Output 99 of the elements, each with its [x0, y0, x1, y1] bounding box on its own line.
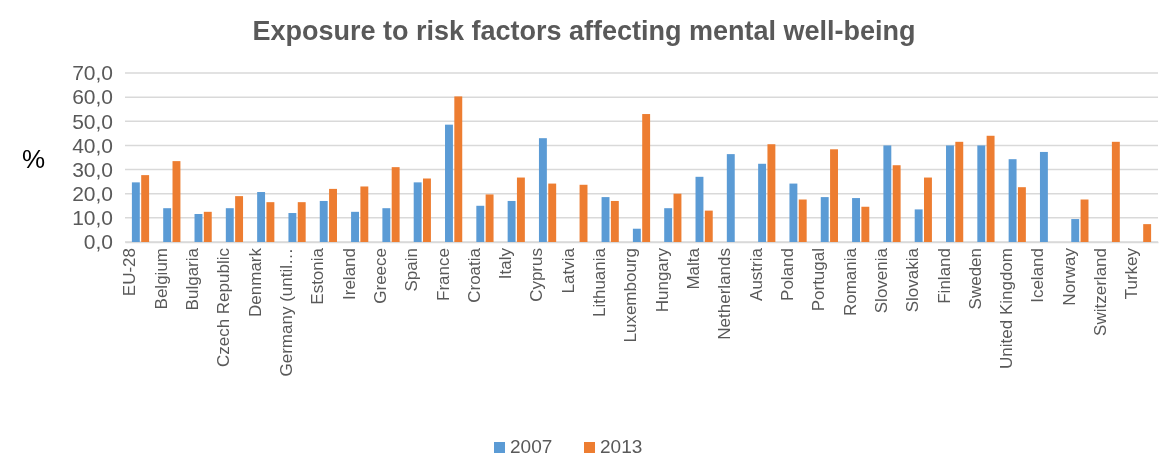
bar [476, 205, 485, 242]
bar [820, 197, 829, 242]
y-tick-label: 0,0 [83, 230, 113, 254]
bar [767, 144, 776, 242]
x-tick-label: Iceland [1028, 248, 1048, 303]
x-tick-label: Cyprus [527, 248, 547, 302]
x-tick-label: Spain [402, 248, 422, 292]
bar [516, 177, 525, 242]
bar [1111, 141, 1120, 242]
bar [986, 135, 995, 242]
x-tick-label: Norway [1059, 247, 1079, 306]
bar [382, 208, 391, 242]
bar [1143, 224, 1152, 242]
bar [141, 175, 150, 242]
bar [789, 183, 798, 242]
x-tick-label: Germany (until… [276, 248, 296, 377]
y-tick-label: 60,0 [72, 85, 113, 109]
x-tick-label: France [433, 248, 453, 301]
x-tick-label: Slovakia [903, 247, 923, 313]
x-tick-label: Italy [496, 247, 516, 280]
x-tick-label: Estonia [308, 247, 328, 305]
y-tick-label: 70,0 [72, 61, 113, 85]
x-tick-label: Switzerland [1091, 248, 1111, 336]
y-axis-title: % [22, 144, 46, 174]
y-tick-label: 20,0 [72, 181, 113, 205]
y-tick-label: 50,0 [72, 109, 113, 133]
bar [445, 124, 453, 242]
x-tick-label: Sweden [965, 248, 985, 310]
x-tick-label: Finland [934, 248, 954, 304]
bar [548, 183, 557, 242]
x-tick-label: Austria [746, 247, 766, 301]
x-tick-label: Denmark [245, 247, 265, 317]
x-tick-label: Lithuania [590, 247, 610, 318]
x-tick-label: Romania [840, 247, 860, 317]
x-tick-label: Malta [684, 247, 704, 290]
bar [892, 165, 901, 242]
bar [664, 208, 673, 242]
bar [297, 202, 306, 242]
bar [235, 196, 244, 242]
bar [225, 208, 234, 242]
bar [955, 141, 964, 242]
bar [1017, 187, 1026, 242]
legend-label: 2013 [600, 436, 643, 457]
bar [704, 210, 713, 242]
x-tick-label: Latvia [558, 247, 578, 294]
bar [351, 211, 359, 242]
bar [758, 163, 767, 242]
bar [485, 194, 494, 242]
bar [946, 145, 954, 242]
bar [423, 178, 431, 242]
x-tick-label: Croatia [464, 247, 484, 303]
x-tick-label: EU-28 [120, 248, 140, 297]
bar [360, 186, 369, 242]
bar [329, 188, 337, 242]
bar [1071, 219, 1080, 242]
bar [914, 209, 923, 242]
x-tick-label: Slovenia [871, 247, 891, 314]
bar [319, 200, 328, 242]
x-tick-label: Netherlands [715, 248, 735, 340]
x-tick-label: Hungary [652, 247, 672, 313]
x-tick-label: Poland [777, 248, 797, 301]
bar [924, 177, 932, 242]
bar [203, 211, 212, 242]
x-tick-label: Ireland [339, 248, 359, 300]
bar [632, 228, 641, 242]
bar [1008, 159, 1017, 242]
x-tick-label: Turkey [1122, 247, 1142, 300]
bar [642, 114, 651, 242]
bar [507, 200, 516, 242]
y-tick-label: 40,0 [72, 133, 113, 157]
bar [391, 167, 400, 242]
bar [257, 192, 266, 242]
bar [413, 182, 422, 242]
bar [977, 145, 986, 242]
bar [266, 202, 275, 242]
bar [610, 200, 619, 242]
y-tick-label: 10,0 [72, 206, 113, 230]
bar [288, 213, 297, 242]
bar [798, 199, 807, 242]
bar [830, 149, 838, 242]
bar [861, 206, 870, 242]
bar [883, 145, 892, 242]
x-tick-label: United Kingdom [997, 248, 1017, 369]
bar [852, 198, 860, 242]
x-tick-label: Greece [370, 248, 390, 304]
y-tick-label: 30,0 [72, 157, 113, 181]
bar [454, 96, 463, 242]
x-tick-label: Bulgaria [183, 247, 203, 311]
x-tick-label: Belgium [151, 248, 171, 310]
x-tick-label: Luxembourg [621, 248, 641, 343]
bar [1039, 151, 1048, 242]
bar [726, 154, 735, 242]
x-tick-label: Czech Republic [214, 247, 234, 368]
bar [538, 138, 547, 242]
chart-title: Exposure to risk factors affecting mental well-being [252, 16, 916, 46]
bar [131, 182, 140, 242]
legend-label: 2007 [510, 436, 553, 457]
bar [163, 208, 172, 242]
x-tick-label: Portugal [809, 248, 829, 312]
